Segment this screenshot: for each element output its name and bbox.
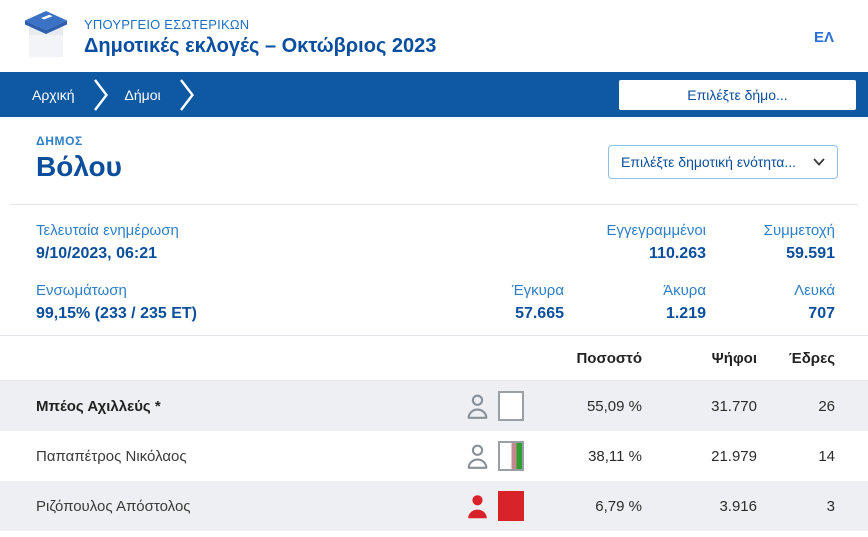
results-table-header: Ποσοστό Ψήφοι Έδρες	[0, 335, 868, 381]
integration-value: 99,15% (233 / 235 ΕΤ)	[36, 304, 197, 322]
candidate-percentage: 6,79 %	[595, 497, 642, 515]
last-update-label: Τελευταία ενημέρωση	[36, 222, 179, 239]
invalid-stat: Άκυρα 1.219	[588, 280, 706, 325]
candidate-votes: 31.770	[711, 397, 757, 415]
chevron-down-icon	[813, 158, 825, 166]
votes-column-header: Ψήφοι	[711, 349, 757, 367]
party-color-swatch	[498, 441, 524, 471]
candidate-icons	[432, 491, 524, 521]
party-color-swatch	[498, 391, 524, 421]
valid-stat: Έγκυρα 57.665	[474, 280, 564, 325]
ministry-name: ΥΠΟΥΡΓΕΙΟ ΕΣΩΤΕΡΙΚΩΝ	[84, 16, 250, 32]
person-filled-icon	[468, 494, 487, 518]
section-divider	[10, 204, 858, 205]
invalid-value: 1.219	[665, 304, 706, 322]
candidate-seats: 14	[818, 447, 835, 465]
integration-label: Ενσωμάτωση	[36, 281, 127, 299]
language-toggle[interactable]: ΕΛ	[813, 28, 834, 46]
last-update-value: 9/10/2023, 06:21	[36, 244, 157, 262]
candidate-icons	[432, 391, 524, 421]
candidate-votes: 21.979	[711, 447, 757, 465]
turnout-stat: Συμμετοχή 59.591	[730, 220, 835, 265]
municipality-section: ΔΗΜΟΣ Βόλου Επιλέξτε δημοτική ενότητα...	[0, 117, 868, 204]
municipality-heading: ΔΗΜΟΣ Βόλου	[36, 134, 122, 183]
candidate-percentage: 55,09 %	[586, 397, 642, 415]
turnout-label: Συμμετοχή	[763, 222, 835, 239]
candidate-icons	[432, 441, 524, 471]
table-row-candidate-3[interactable]: Ριζόπουλος Απόστολος 6,79 % 3.916 3	[0, 481, 868, 531]
stats-spacer	[474, 220, 564, 265]
candidate-name: Μπέος Αχιλλεύς *	[36, 397, 161, 415]
breadcrumb-nav: Αρχική Δήμοι Επιλέξτε δήμο...	[0, 72, 868, 117]
stats-section: Τελευταία ενημέρωση 9/10/2023, 06:21 Ενσ…	[0, 205, 868, 335]
municipality-name: Βόλου	[36, 151, 122, 182]
registered-stat: Εγγεγραμμένοι 110.263	[588, 220, 706, 265]
percentage-column-header: Ποσοστό	[576, 349, 642, 367]
municipal-unit-select-value: Επιλέξτε δημοτική ενότητα...	[621, 154, 797, 170]
candidate-name: Ριζόπουλος Απόστολος	[36, 497, 191, 515]
invalid-label: Άκυρα	[663, 281, 706, 299]
table-row-candidate-1[interactable]: Μπέος Αχιλλεύς * 55,09 % 31.770 26	[0, 381, 868, 431]
person-outline-icon	[467, 394, 488, 419]
registered-label: Εγγεγραμμένοι	[606, 222, 706, 239]
person-outline-icon	[467, 444, 488, 469]
table-row-candidate-2[interactable]: Παπαπέτρος Νικόλαος 38,11 % 21.979 14	[0, 431, 868, 481]
candidate-name: Παπαπέτρος Νικόλαος	[36, 447, 187, 465]
blank-label: Λευκά	[794, 281, 835, 299]
candidate-percentage: 38,11 %	[588, 447, 642, 465]
select-municipality-button[interactable]: Επιλέξτε δήμο...	[619, 79, 856, 110]
breadcrumb-municipalities-link[interactable]: Δήμοι	[124, 86, 161, 103]
blank-value: 707	[808, 304, 835, 322]
stats-left-column: Τελευταία ενημέρωση 9/10/2023, 06:21 Ενσ…	[36, 220, 197, 322]
seats-column-header: Έδρες	[788, 349, 835, 367]
registered-value: 110.263	[649, 244, 706, 262]
integration-stat: Ενσωμάτωση 99,15% (233 / 235 ΕΤ)	[36, 280, 197, 325]
candidate-seats: 3	[826, 497, 835, 515]
candidate-seats: 26	[818, 397, 835, 415]
chevron-right-icon	[179, 78, 195, 112]
ballot-box-icon	[25, 11, 67, 57]
municipality-label: ΔΗΜΟΣ	[36, 134, 83, 148]
header-text-block: ΥΠΟΥΡΓΕΙΟ ΕΣΩΤΕΡΙΚΩΝ Δημοτικές εκλογές –…	[84, 17, 436, 58]
breadcrumb-home-link[interactable]: Αρχική	[32, 86, 75, 103]
municipal-unit-select[interactable]: Επιλέξτε δημοτική ενότητα...	[608, 145, 838, 179]
valid-label: Έγκυρα	[511, 281, 564, 299]
page-title: Δημοτικές εκλογές – Οκτώβριος 2023	[84, 34, 437, 57]
turnout-value: 59.591	[786, 244, 835, 262]
chevron-right-icon	[93, 78, 109, 112]
app-header: ΥΠΟΥΡΓΕΙΟ ΕΣΩΤΕΡΙΚΩΝ Δημοτικές εκλογές –…	[0, 0, 868, 72]
candidate-votes: 3.916	[719, 497, 757, 515]
last-update-stat: Τελευταία ενημέρωση 9/10/2023, 06:21	[36, 220, 197, 265]
stats-right-grid: Εγγεγραμμένοι 110.263 Συμμετοχή 59.591 Έ…	[474, 220, 835, 322]
results-table-body: Μπέος Αχιλλεύς * 55,09 % 31.770 26 Παπαπ…	[0, 381, 868, 531]
party-color-swatch	[498, 491, 524, 521]
blank-stat: Λευκά 707	[730, 280, 835, 325]
valid-value: 57.665	[515, 304, 564, 322]
